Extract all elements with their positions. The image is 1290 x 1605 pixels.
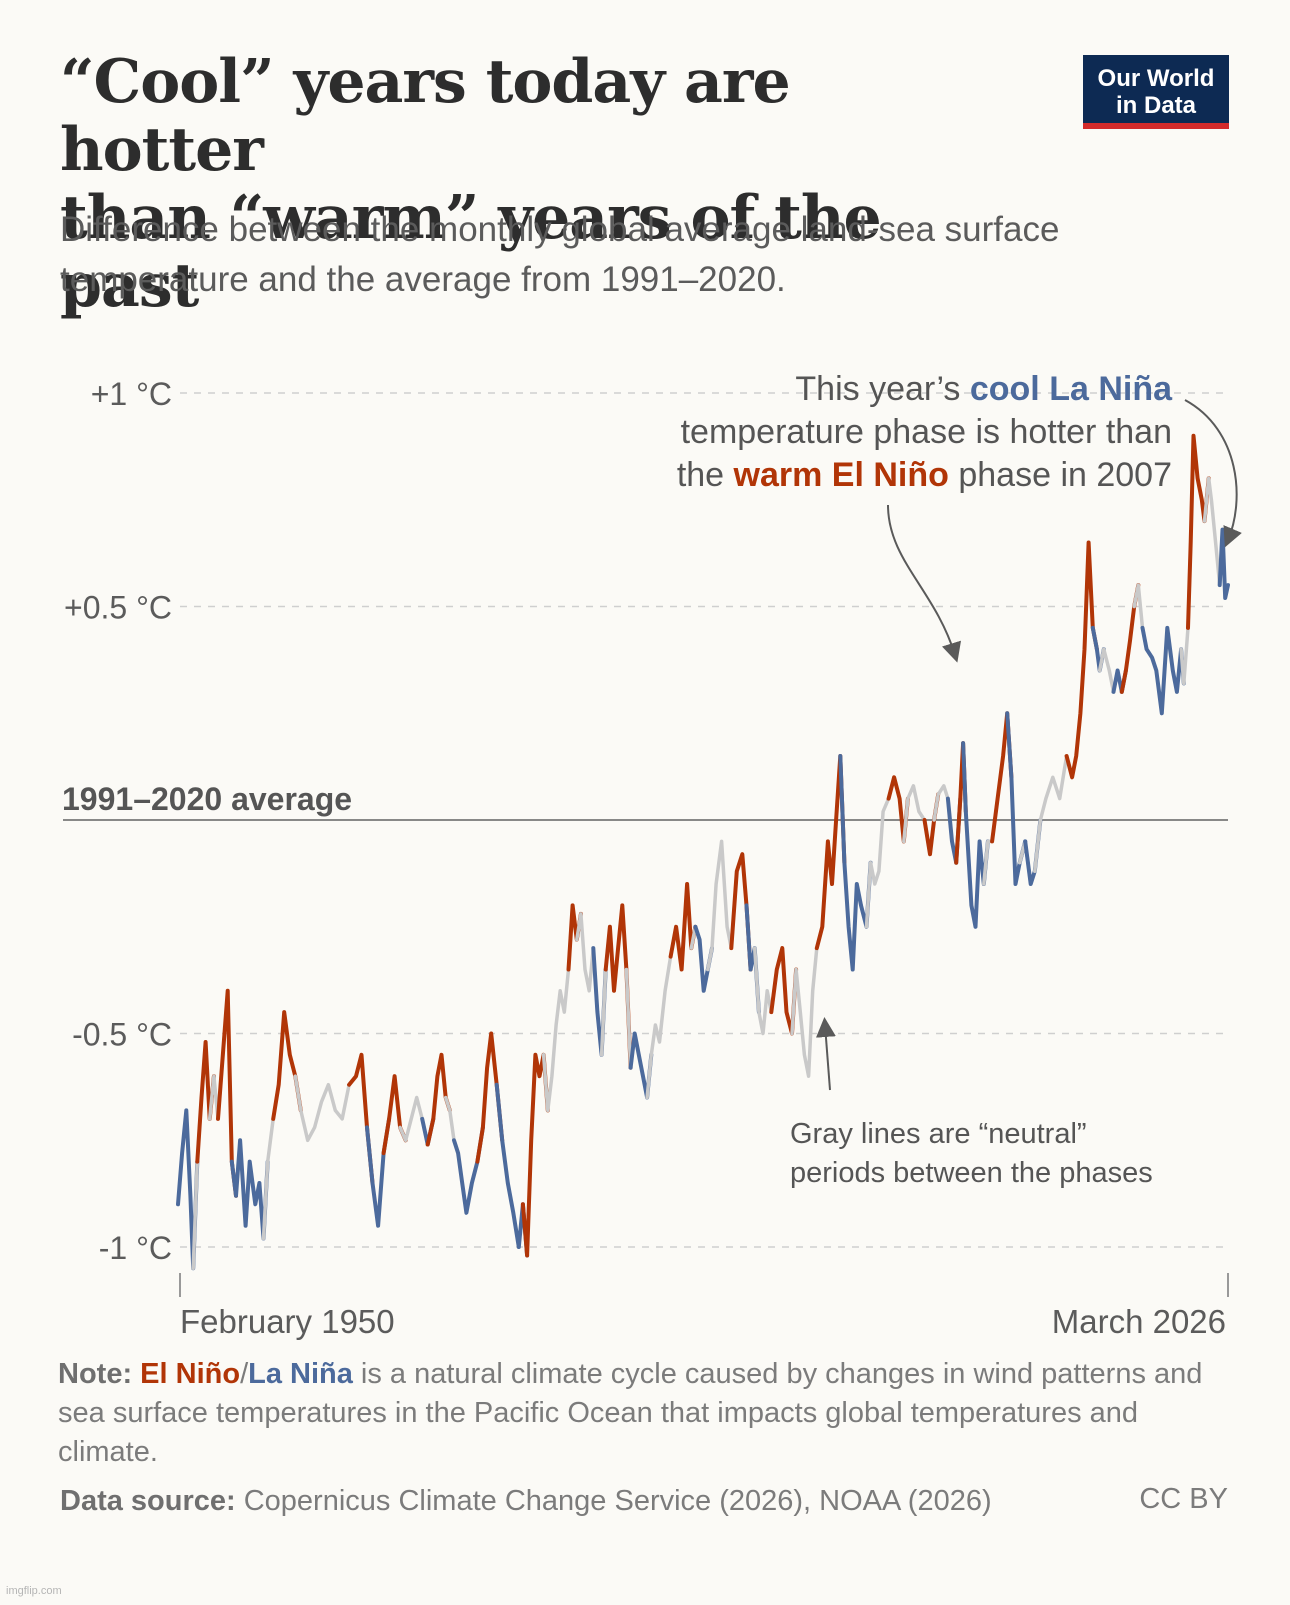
neutral-segment-53 [1033, 754, 1074, 873]
license-link[interactable]: CC BY [1139, 1483, 1228, 1515]
el-nino-segment-19 [520, 1052, 550, 1258]
chart-note: Note: El Niño/La Niña is a natural clima… [58, 1355, 1218, 1472]
note-label: Note: [58, 1358, 133, 1390]
chart-title: “Cool” years today are hotter than “warm… [60, 48, 960, 320]
neutral-segment-20 [541, 903, 575, 1113]
y-tick-label-2: -0.5 °C [72, 1017, 172, 1053]
source-text: Copernicus Climate Change Service (2026)… [235, 1485, 992, 1517]
title-line-2: than “warm” years of the past [60, 183, 882, 321]
el-nino-segment-29 [668, 882, 698, 972]
note-text: is a natural climate cycle caused by cha… [58, 1358, 1203, 1468]
neutral-segment-8 [293, 1074, 358, 1143]
our-world-in-data-logo[interactable]: Our World in Data [1083, 55, 1229, 129]
arrow-to-2026-la-nina [1184, 399, 1242, 548]
x-tick-label-end: March 2026 [1052, 1303, 1226, 1340]
x-tick-label-start: February 1950 [180, 1303, 395, 1340]
source-label: Data source: [60, 1485, 236, 1517]
la-nina-segment-16 [452, 1125, 485, 1215]
el-nino-segment-62 [1186, 433, 1211, 630]
el-nino-segment-54 [1064, 540, 1099, 780]
note-la-nina: La Niña [248, 1358, 353, 1390]
baseline-label: 1991–2020 average [62, 781, 352, 817]
arrow-to-neutral-line [815, 1017, 836, 1091]
el-nino-segment-11 [381, 1074, 408, 1156]
warm-el-nino-highlight: warm El Niño [733, 456, 949, 494]
la-nina-segment-39 [838, 754, 873, 972]
la-nina-segment-60 [1140, 625, 1186, 716]
title-line-1: “Cool” years today are hotter [60, 47, 791, 185]
el-nino-segment-7 [271, 1010, 303, 1121]
annotation-la-nina-line-2: temperature phase is hotter than [681, 413, 1172, 451]
data-source: Data source: Copernicus Climate Change S… [60, 1482, 992, 1521]
la-nina-segment-47 [961, 741, 990, 929]
watermark: imgflip.com [6, 1585, 62, 1597]
la-nina-segment-5 [229, 1138, 270, 1241]
y-tick-label-0: +1 °C [91, 376, 172, 412]
la-nina-segment-18 [494, 1082, 530, 1258]
y-tick-label-1: +0.5 °C [64, 590, 172, 626]
la-nina-segment-64 [1217, 527, 1230, 600]
neutral-segment-37 [790, 925, 825, 1078]
note-el-nino: El Niño [140, 1358, 241, 1390]
annotation-neutral-line-2: periods between the phases [790, 1157, 1153, 1189]
annotation-neutral-line-1: Gray lines are “neutral” [790, 1118, 1087, 1150]
chart-subtitle: Difference between the monthly global av… [60, 210, 1060, 299]
logo-line-1: Our World [1097, 65, 1215, 92]
annotation-la-nina-line-3: the warm El Niño phase in 2007 [677, 456, 1172, 494]
logo-line-2: in Data [1115, 92, 1196, 119]
y-tick-label-3: -1 °C [99, 1230, 172, 1266]
cool-la-nina-highlight: cool La Niña [970, 370, 1173, 408]
note-slash: / [240, 1358, 249, 1390]
arrow-to-2007-peak [887, 504, 962, 663]
annotation-la-nina-line-1: This year’s cool La Niña [795, 370, 1173, 408]
